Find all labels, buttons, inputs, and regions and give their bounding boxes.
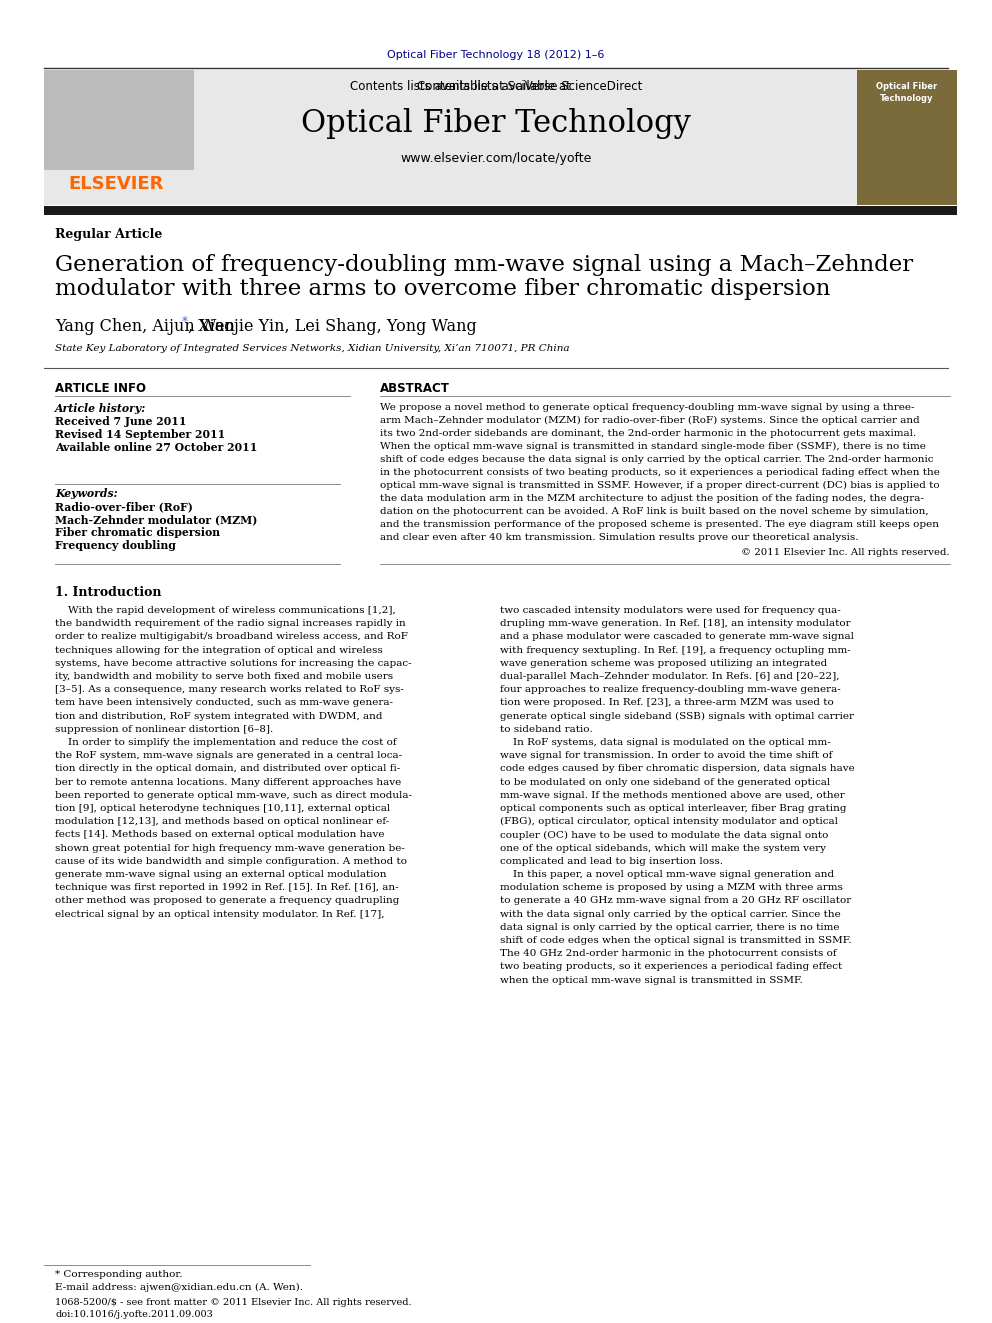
Text: optical mm-wave signal is transmitted in SSMF. However, if a proper direct-curre: optical mm-wave signal is transmitted in… bbox=[380, 482, 939, 490]
Text: wave generation scheme was proposed utilizing an integrated: wave generation scheme was proposed util… bbox=[500, 659, 827, 668]
Text: 1. Introduction: 1. Introduction bbox=[55, 586, 162, 599]
Text: Received 7 June 2011: Received 7 June 2011 bbox=[55, 415, 186, 427]
Text: optical components such as optical interleaver, fiber Brag grating: optical components such as optical inter… bbox=[500, 804, 846, 814]
Text: shown great potential for high frequency mm-wave generation be-: shown great potential for high frequency… bbox=[55, 844, 405, 852]
Text: other method was proposed to generate a frequency quadrupling: other method was proposed to generate a … bbox=[55, 897, 400, 905]
Text: the data modulation arm in the MZM architecture to adjust the position of the fa: the data modulation arm in the MZM archi… bbox=[380, 493, 924, 503]
Text: State Key Laboratory of Integrated Services Networks, Xidian University, Xi’an 7: State Key Laboratory of Integrated Servi… bbox=[55, 344, 569, 353]
Bar bbox=[857, 70, 957, 205]
Text: Optical Fiber Technology: Optical Fiber Technology bbox=[301, 108, 691, 139]
Text: technique was first reported in 1992 in Ref. [15]. In Ref. [16], an-: technique was first reported in 1992 in … bbox=[55, 884, 399, 892]
Text: In RoF systems, data signal is modulated on the optical mm-: In RoF systems, data signal is modulated… bbox=[500, 738, 830, 747]
Text: Generation of frequency-doubling mm-wave signal using a Mach–Zehnder: Generation of frequency-doubling mm-wave… bbox=[55, 254, 913, 277]
Text: We propose a novel method to generate optical frequency-doubling mm-wave signal : We propose a novel method to generate op… bbox=[380, 404, 915, 411]
Text: www.elsevier.com/locate/yofte: www.elsevier.com/locate/yofte bbox=[401, 152, 591, 165]
Text: generate optical single sideband (SSB) signals with optimal carrier: generate optical single sideband (SSB) s… bbox=[500, 712, 854, 721]
Text: ABSTRACT: ABSTRACT bbox=[380, 382, 450, 396]
Text: when the optical mm-wave signal is transmitted in SSMF.: when the optical mm-wave signal is trans… bbox=[500, 975, 803, 984]
Text: ity, bandwidth and mobility to serve both fixed and mobile users: ity, bandwidth and mobility to serve bot… bbox=[55, 672, 393, 681]
Text: Regular Article: Regular Article bbox=[55, 228, 163, 241]
Text: in the photocurrent consists of two beating products, so it experiences a period: in the photocurrent consists of two beat… bbox=[380, 468, 939, 478]
Text: ber to remote antenna locations. Many different approaches have: ber to remote antenna locations. Many di… bbox=[55, 778, 401, 787]
Text: and clear even after 40 km transmission. Simulation results prove our theoretica: and clear even after 40 km transmission.… bbox=[380, 533, 858, 542]
Text: fects [14]. Methods based on external optical modulation have: fects [14]. Methods based on external op… bbox=[55, 831, 385, 839]
Text: wave signal for transmission. In order to avoid the time shift of: wave signal for transmission. In order t… bbox=[500, 751, 832, 761]
Text: suppression of nonlinear distortion [6–8].: suppression of nonlinear distortion [6–8… bbox=[55, 725, 273, 734]
Text: ARTICLE INFO: ARTICLE INFO bbox=[55, 382, 146, 396]
Bar bbox=[44, 206, 957, 216]
Text: Fiber chromatic dispersion: Fiber chromatic dispersion bbox=[55, 527, 220, 538]
Text: tion directly in the optical domain, and distributed over optical fi-: tion directly in the optical domain, and… bbox=[55, 765, 400, 774]
Text: Contents lists available at: Contents lists available at bbox=[418, 79, 574, 93]
Text: four approaches to realize frequency-doubling mm-wave genera-: four approaches to realize frequency-dou… bbox=[500, 685, 841, 695]
Text: tion were proposed. In Ref. [23], a three-arm MZM was used to: tion were proposed. In Ref. [23], a thre… bbox=[500, 699, 833, 708]
Text: E-mail address: ajwen@xidian.edu.cn (A. Wen).: E-mail address: ajwen@xidian.edu.cn (A. … bbox=[55, 1283, 303, 1293]
Text: the bandwidth requirement of the radio signal increases rapidly in: the bandwidth requirement of the radio s… bbox=[55, 619, 406, 628]
Text: Mach-Zehnder modulator (MZM): Mach-Zehnder modulator (MZM) bbox=[55, 515, 257, 525]
Text: Yang Chen, Aijun Wen: Yang Chen, Aijun Wen bbox=[55, 318, 235, 335]
Bar bbox=[44, 70, 857, 205]
Text: with frequency sextupling. In Ref. [19], a frequency octupling mm-: with frequency sextupling. In Ref. [19],… bbox=[500, 646, 851, 655]
Text: modulation scheme is proposed by using a MZM with three arms: modulation scheme is proposed by using a… bbox=[500, 884, 843, 892]
Text: been reported to generate optical mm-wave, such as direct modula-: been reported to generate optical mm-wav… bbox=[55, 791, 412, 800]
Text: Optical Fiber
Technology: Optical Fiber Technology bbox=[876, 82, 937, 103]
Text: cause of its wide bandwidth and simple configuration. A method to: cause of its wide bandwidth and simple c… bbox=[55, 857, 407, 865]
Text: modulator with three arms to overcome fiber chromatic dispersion: modulator with three arms to overcome fi… bbox=[55, 278, 830, 300]
Text: Article history:: Article history: bbox=[55, 404, 146, 414]
Text: When the optical mm-wave signal is transmitted in standard single-mode fiber (SS: When the optical mm-wave signal is trans… bbox=[380, 442, 926, 451]
Text: ELSEVIER: ELSEVIER bbox=[68, 175, 164, 193]
Text: In this paper, a novel optical mm-wave signal generation and: In this paper, a novel optical mm-wave s… bbox=[500, 871, 834, 878]
Text: dation on the photocurrent can be avoided. A RoF link is built based on the nove: dation on the photocurrent can be avoide… bbox=[380, 507, 929, 516]
Bar bbox=[44, 70, 194, 169]
Text: , Xiaojie Yin, Lei Shang, Yong Wang: , Xiaojie Yin, Lei Shang, Yong Wang bbox=[188, 318, 477, 335]
Text: Keywords:: Keywords: bbox=[55, 488, 118, 499]
Text: two cascaded intensity modulators were used for frequency qua-: two cascaded intensity modulators were u… bbox=[500, 606, 841, 615]
Text: * Corresponding author.: * Corresponding author. bbox=[55, 1270, 183, 1279]
Text: Optical Fiber Technology 18 (2012) 1–6: Optical Fiber Technology 18 (2012) 1–6 bbox=[387, 50, 605, 60]
Text: *: * bbox=[182, 316, 188, 329]
Text: tion and distribution, RoF system integrated with DWDM, and: tion and distribution, RoF system integr… bbox=[55, 712, 383, 721]
Text: generate mm-wave signal using an external optical modulation: generate mm-wave signal using an externa… bbox=[55, 871, 387, 878]
Text: with the data signal only carried by the optical carrier. Since the: with the data signal only carried by the… bbox=[500, 910, 841, 918]
Text: 1068-5200/$ - see front matter © 2011 Elsevier Inc. All rights reserved.: 1068-5200/$ - see front matter © 2011 El… bbox=[55, 1298, 412, 1307]
Text: modulation [12,13], and methods based on optical nonlinear ef-: modulation [12,13], and methods based on… bbox=[55, 818, 389, 826]
Text: Available online 27 October 2011: Available online 27 October 2011 bbox=[55, 442, 257, 452]
Text: Radio-over-fiber (RoF): Radio-over-fiber (RoF) bbox=[55, 501, 192, 512]
Text: its two 2nd-order sidebands are dominant, the 2nd-order harmonic in the photocur: its two 2nd-order sidebands are dominant… bbox=[380, 429, 917, 438]
Text: Contents lists available at SciVerse ScienceDirect: Contents lists available at SciVerse Sci… bbox=[350, 79, 642, 93]
Text: Revised 14 September 2011: Revised 14 September 2011 bbox=[55, 429, 225, 441]
Text: two beating products, so it experiences a periodical fading effect: two beating products, so it experiences … bbox=[500, 962, 842, 971]
Text: and a phase modulator were cascaded to generate mm-wave signal: and a phase modulator were cascaded to g… bbox=[500, 632, 854, 642]
Text: techniques allowing for the integration of optical and wireless: techniques allowing for the integration … bbox=[55, 646, 383, 655]
Text: to sideband ratio.: to sideband ratio. bbox=[500, 725, 592, 734]
Text: In order to simplify the implementation and reduce the cost of: In order to simplify the implementation … bbox=[55, 738, 397, 747]
Text: coupler (OC) have to be used to modulate the data signal onto: coupler (OC) have to be used to modulate… bbox=[500, 831, 828, 840]
Text: shift of code edges when the optical signal is transmitted in SSMF.: shift of code edges when the optical sig… bbox=[500, 935, 851, 945]
Text: the RoF system, mm-wave signals are generated in a central loca-: the RoF system, mm-wave signals are gene… bbox=[55, 751, 402, 761]
Text: and the transmission performance of the proposed scheme is presented. The eye di: and the transmission performance of the … bbox=[380, 520, 939, 529]
Text: data signal is only carried by the optical carrier, there is no time: data signal is only carried by the optic… bbox=[500, 923, 839, 931]
Text: one of the optical sidebands, which will make the system very: one of the optical sidebands, which will… bbox=[500, 844, 826, 852]
Text: © 2011 Elsevier Inc. All rights reserved.: © 2011 Elsevier Inc. All rights reserved… bbox=[741, 548, 950, 557]
Text: to generate a 40 GHz mm-wave signal from a 20 GHz RF oscillator: to generate a 40 GHz mm-wave signal from… bbox=[500, 897, 851, 905]
Text: (FBG), optical circulator, optical intensity modulator and optical: (FBG), optical circulator, optical inten… bbox=[500, 818, 838, 827]
Text: drupling mm-wave generation. In Ref. [18], an intensity modulator: drupling mm-wave generation. In Ref. [18… bbox=[500, 619, 850, 628]
Text: tion [9], optical heterodyne techniques [10,11], external optical: tion [9], optical heterodyne techniques … bbox=[55, 804, 390, 814]
Text: [3–5]. As a consequence, many research works related to RoF sys-: [3–5]. As a consequence, many research w… bbox=[55, 685, 404, 695]
Text: doi:10.1016/j.yofte.2011.09.003: doi:10.1016/j.yofte.2011.09.003 bbox=[55, 1310, 213, 1319]
Text: mm-wave signal. If the methods mentioned above are used, other: mm-wave signal. If the methods mentioned… bbox=[500, 791, 845, 800]
Text: dual-parallel Mach–Zehnder modulator. In Refs. [6] and [20–22],: dual-parallel Mach–Zehnder modulator. In… bbox=[500, 672, 839, 681]
Text: tem have been intensively conducted, such as mm-wave genera-: tem have been intensively conducted, suc… bbox=[55, 699, 393, 708]
Text: to be modulated on only one sideband of the generated optical: to be modulated on only one sideband of … bbox=[500, 778, 830, 787]
Text: With the rapid development of wireless communications [1,2],: With the rapid development of wireless c… bbox=[55, 606, 396, 615]
Text: electrical signal by an optical intensity modulator. In Ref. [17],: electrical signal by an optical intensit… bbox=[55, 910, 385, 918]
Text: The 40 GHz 2nd-order harmonic in the photocurrent consists of: The 40 GHz 2nd-order harmonic in the pho… bbox=[500, 949, 836, 958]
Text: Frequency doubling: Frequency doubling bbox=[55, 540, 176, 550]
Text: code edges caused by fiber chromatic dispersion, data signals have: code edges caused by fiber chromatic dis… bbox=[500, 765, 855, 774]
Text: order to realize multigigabit/s broadband wireless access, and RoF: order to realize multigigabit/s broadban… bbox=[55, 632, 408, 642]
Text: systems, have become attractive solutions for increasing the capac-: systems, have become attractive solution… bbox=[55, 659, 412, 668]
Text: shift of code edges because the data signal is only carried by the optical carri: shift of code edges because the data sig… bbox=[380, 455, 933, 464]
Text: arm Mach–Zehnder modulator (MZM) for radio-over-fiber (RoF) systems. Since the o: arm Mach–Zehnder modulator (MZM) for rad… bbox=[380, 415, 920, 425]
Text: complicated and lead to big insertion loss.: complicated and lead to big insertion lo… bbox=[500, 857, 723, 865]
